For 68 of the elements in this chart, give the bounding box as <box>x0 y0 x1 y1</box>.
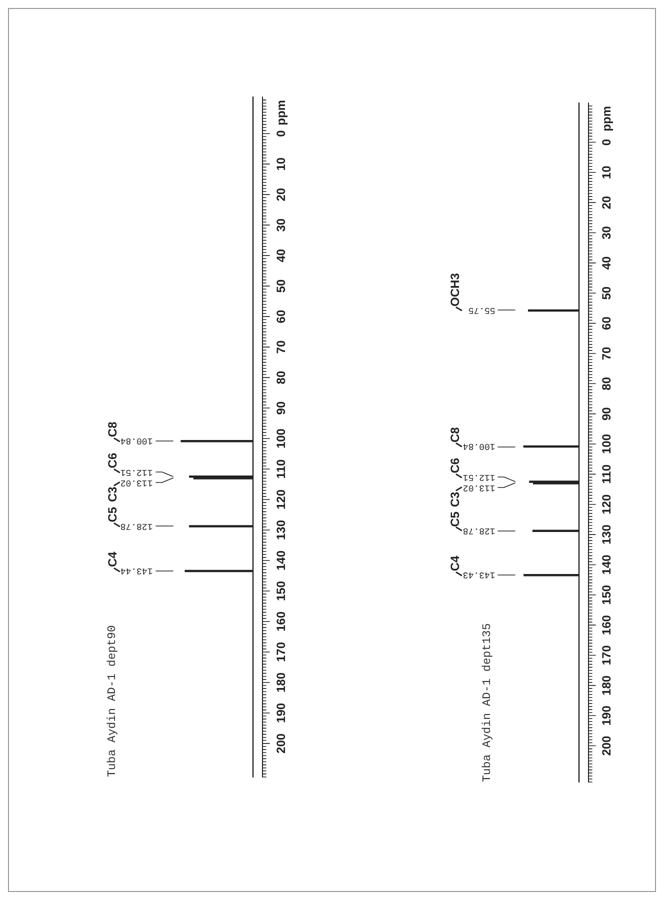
text: C3 <box>448 491 462 508</box>
y-tick-label: 30 <box>274 218 288 232</box>
text: C5 <box>105 506 120 522</box>
text: 143.44 <box>120 566 153 576</box>
text: 113.02 <box>120 477 153 488</box>
y-axis-title: ppm <box>274 100 288 126</box>
y-axis-title: ppm <box>599 106 614 132</box>
y-tick-label: 100 <box>599 434 614 454</box>
y-tick-label: 80 <box>274 370 288 384</box>
y-tick-label: 60 <box>274 310 288 324</box>
text: Tuba Aydin AD-1 dept135 <box>481 623 494 782</box>
text: 113.02 <box>462 482 496 492</box>
text: 128.78 <box>120 520 153 531</box>
y-tick-label: 50 <box>599 286 614 300</box>
y-tick-label: 200 <box>274 733 288 754</box>
y-tick-label: 10 <box>599 165 614 180</box>
y-tick-label: 20 <box>599 196 614 210</box>
y-tick-label: 130 <box>599 524 614 545</box>
y-tick-label: 110 <box>274 459 288 479</box>
text: C5 <box>448 511 462 527</box>
y-tick-label: 40 <box>274 248 288 262</box>
y-tick-label: 0 <box>274 130 288 137</box>
y-tick-label: 70 <box>274 340 288 354</box>
y-tick-label: 130 <box>274 520 288 540</box>
text: C8 <box>448 426 462 443</box>
text: 128.78 <box>462 525 496 536</box>
y-tick-label: 140 <box>274 550 288 571</box>
y-tick-label: 180 <box>274 672 288 692</box>
text: 112.51 <box>120 466 153 477</box>
y-tick-label: 10 <box>274 157 288 171</box>
y-tick-label: 150 <box>599 584 614 605</box>
text: C4 <box>448 555 462 572</box>
text: 100.84 <box>120 436 153 446</box>
text: C6 <box>105 452 120 468</box>
y-tick-label: 120 <box>274 489 288 510</box>
text: C3 <box>105 486 120 502</box>
y-tick-label: 170 <box>599 644 614 666</box>
y-tick-label: 180 <box>599 675 614 696</box>
y-tick-label: 90 <box>599 406 614 421</box>
text: C6 <box>448 458 462 474</box>
text: 100.84 <box>462 441 496 452</box>
y-tick-label: 160 <box>274 611 288 632</box>
y-tick-label: 0 <box>599 138 614 146</box>
y-tick-label: 80 <box>599 376 614 390</box>
y-tick-label: 200 <box>599 735 614 756</box>
y-tick-label: 160 <box>599 614 614 636</box>
text: OCH3 <box>448 272 462 306</box>
y-tick-label: 150 <box>274 580 288 602</box>
text: 55.75 <box>468 305 496 316</box>
y-tick-label: 40 <box>599 256 614 270</box>
y-tick-label: 170 <box>274 642 288 662</box>
text: C8 <box>105 421 120 438</box>
y-tick-label: 120 <box>599 494 614 514</box>
y-tick-label: 90 <box>274 401 288 415</box>
y-tick-label: 20 <box>274 188 288 202</box>
y-tick-label: 30 <box>599 226 614 240</box>
text: C4 <box>105 551 120 567</box>
text: Tuba Aydin AD-1 dept90 <box>106 625 120 777</box>
y-tick-label: 70 <box>599 346 614 360</box>
y-tick-label: 190 <box>599 705 614 726</box>
y-tick-label: 100 <box>274 428 288 449</box>
y-tick-label: 60 <box>599 316 614 330</box>
y-tick-label: 50 <box>274 279 288 293</box>
y-tick-label: 190 <box>274 702 288 723</box>
y-tick-label: 110 <box>599 464 614 484</box>
text: 143.43 <box>462 570 496 580</box>
y-tick-label: 140 <box>599 554 614 575</box>
text: 112.51 <box>462 472 496 482</box>
